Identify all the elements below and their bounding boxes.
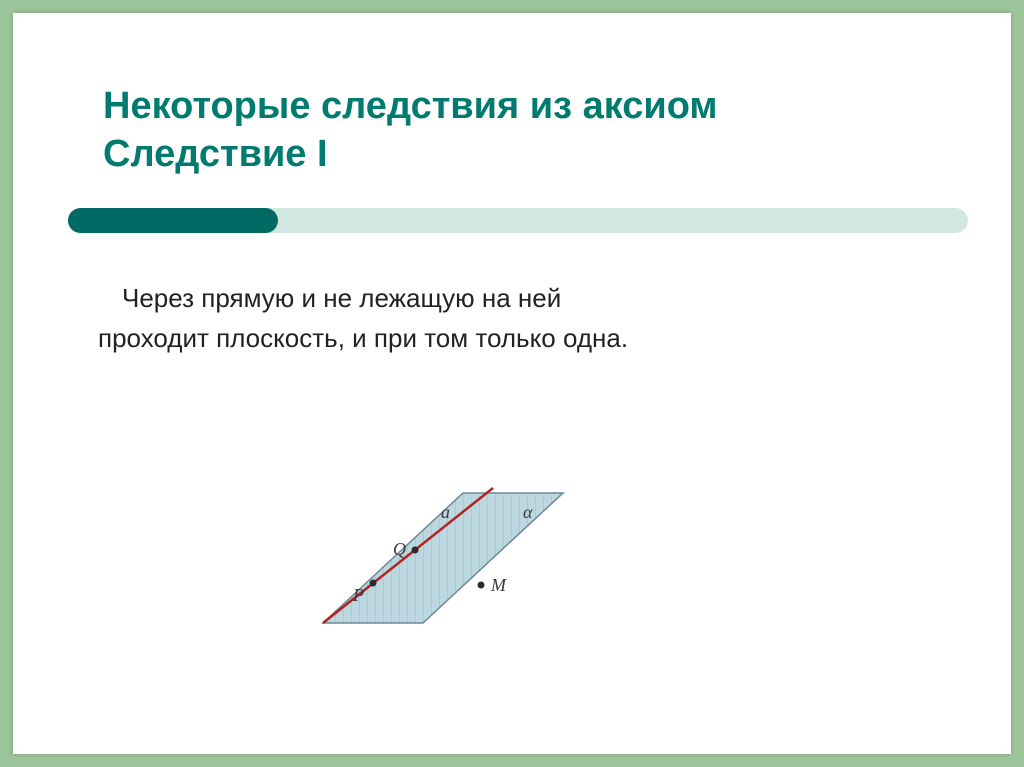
point-label-q: Q [393,539,406,559]
point-label-p: P [352,585,364,605]
point-q [412,547,419,554]
body-line-2: проходит плоскость, и при том только одн… [98,318,918,358]
line-label: a [441,502,450,522]
accent-cap [68,208,278,233]
point-label-m: M [490,575,507,595]
title-line-2: Следствие I [103,131,718,179]
slide-title: Некоторые следствия из аксиом Следствие … [103,83,718,178]
geometry-diagram: P Q M a α [263,463,603,653]
diagram-svg: P Q M a α [263,463,603,653]
point-p [370,580,377,587]
slide-canvas: Некоторые следствия из аксиом Следствие … [13,13,1011,754]
plane-label: α [523,502,533,522]
body-line-1: Через прямую и не лежащую на ней [98,278,918,318]
title-line-1: Некоторые следствия из аксиом [103,83,718,131]
point-m [478,582,485,589]
body-text: Через прямую и не лежащую на ней проходи… [98,278,918,359]
